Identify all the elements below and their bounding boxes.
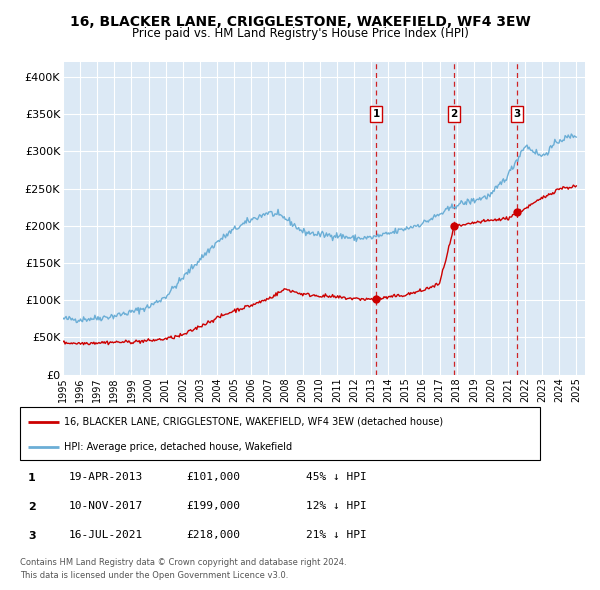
Text: 10-NOV-2017: 10-NOV-2017 xyxy=(69,501,143,510)
Text: 2: 2 xyxy=(28,503,35,512)
Text: 16, BLACKER LANE, CRIGGLESTONE, WAKEFIELD, WF4 3EW: 16, BLACKER LANE, CRIGGLESTONE, WAKEFIEL… xyxy=(70,15,530,29)
Text: 2: 2 xyxy=(451,109,458,119)
Text: 21% ↓ HPI: 21% ↓ HPI xyxy=(306,530,367,539)
FancyBboxPatch shape xyxy=(20,407,540,460)
Text: £218,000: £218,000 xyxy=(186,530,240,539)
Text: 3: 3 xyxy=(514,109,521,119)
Text: 12% ↓ HPI: 12% ↓ HPI xyxy=(306,501,367,510)
Text: 1: 1 xyxy=(28,474,35,483)
Text: Contains HM Land Registry data © Crown copyright and database right 2024.
This d: Contains HM Land Registry data © Crown c… xyxy=(20,558,346,580)
Text: 3: 3 xyxy=(28,532,35,541)
Text: 45% ↓ HPI: 45% ↓ HPI xyxy=(306,472,367,481)
Text: HPI: Average price, detached house, Wakefield: HPI: Average price, detached house, Wake… xyxy=(64,442,292,452)
Text: 19-APR-2013: 19-APR-2013 xyxy=(69,472,143,481)
Text: 16-JUL-2021: 16-JUL-2021 xyxy=(69,530,143,539)
Text: 1: 1 xyxy=(373,109,380,119)
Text: £199,000: £199,000 xyxy=(186,501,240,510)
Text: Price paid vs. HM Land Registry's House Price Index (HPI): Price paid vs. HM Land Registry's House … xyxy=(131,27,469,40)
Text: 16, BLACKER LANE, CRIGGLESTONE, WAKEFIELD, WF4 3EW (detached house): 16, BLACKER LANE, CRIGGLESTONE, WAKEFIEL… xyxy=(64,417,443,427)
Text: £101,000: £101,000 xyxy=(186,472,240,481)
